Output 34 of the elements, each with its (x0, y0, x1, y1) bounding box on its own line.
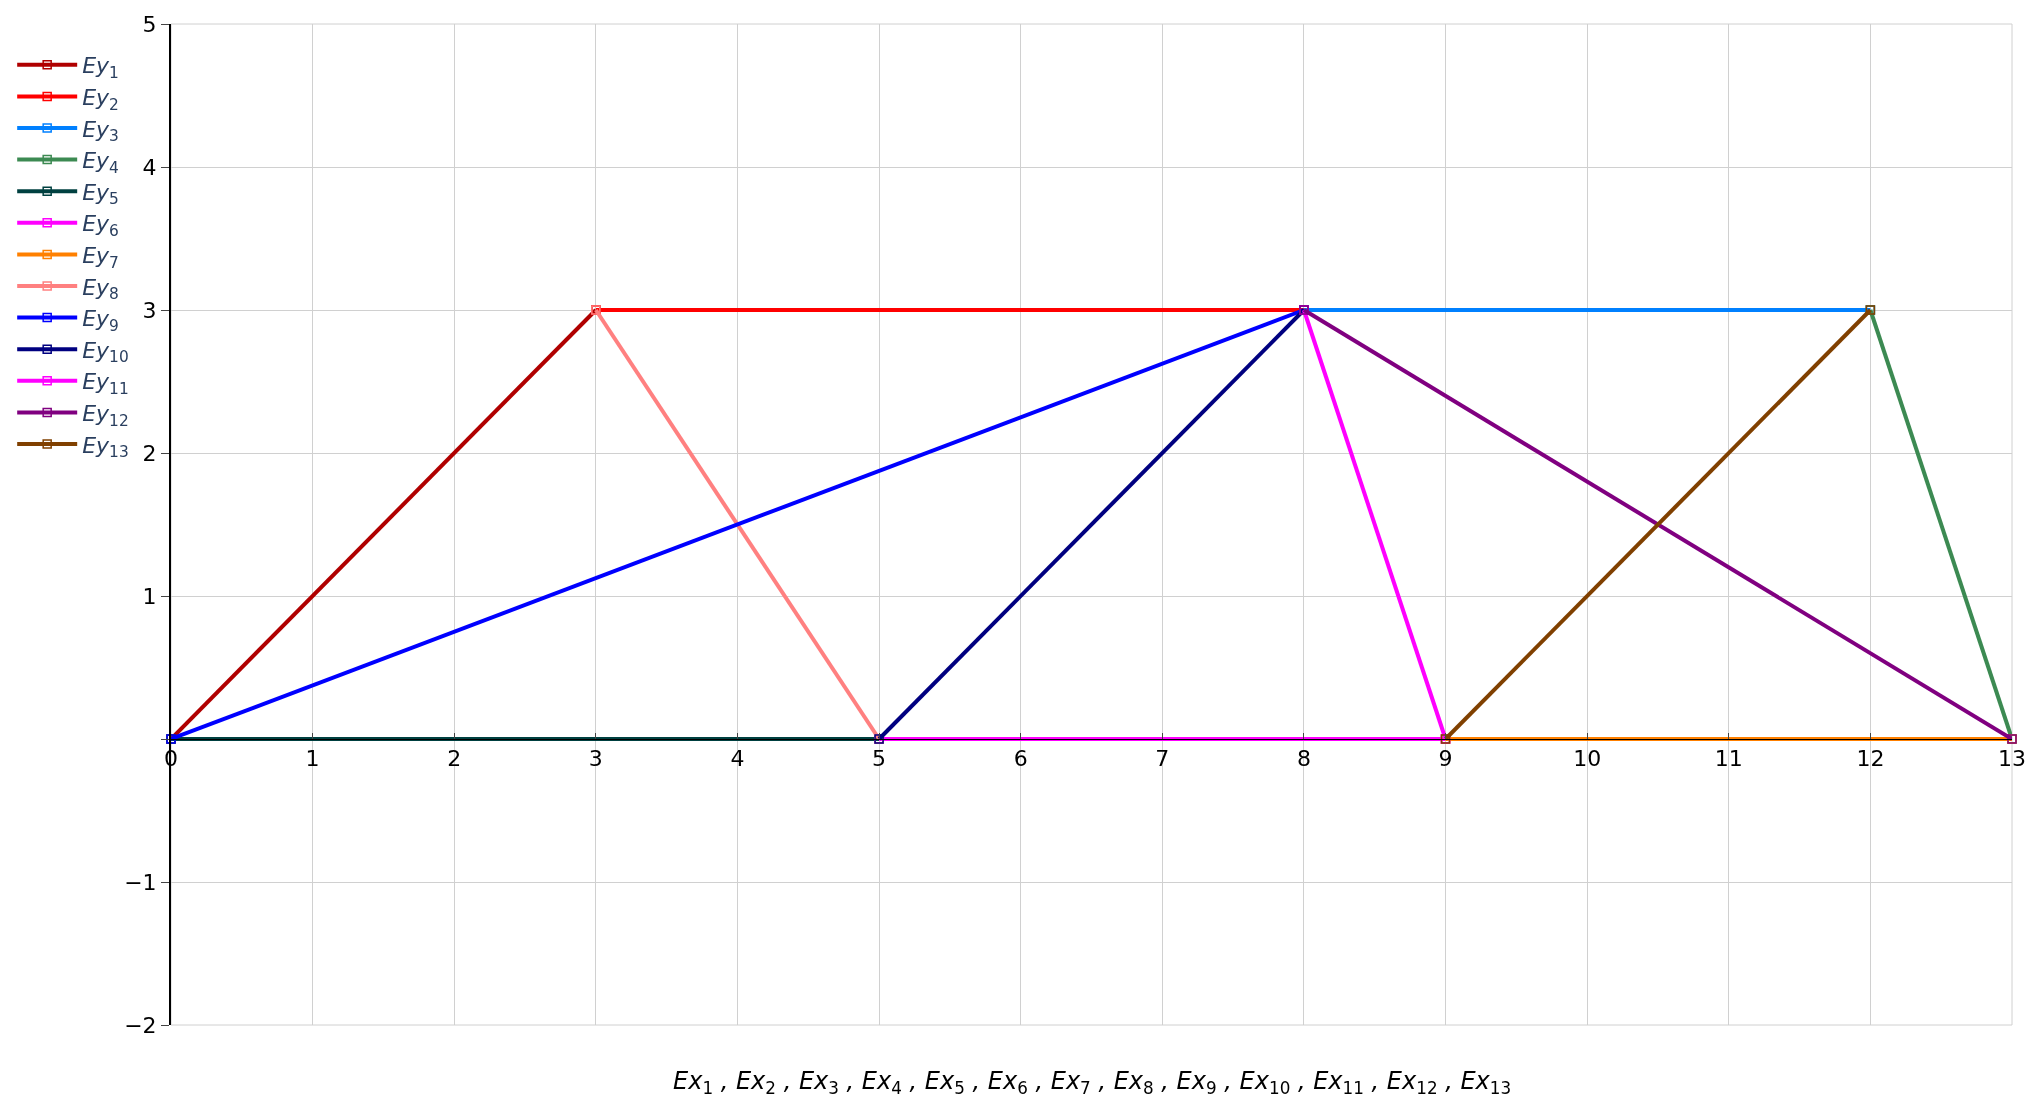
x-tick-label: 7 (1155, 746, 1170, 772)
legend-label: Ey$_{10}$ (82, 337, 129, 367)
x-tick-label: 4 (730, 746, 745, 772)
x-tick-label: 8 (1296, 746, 1311, 772)
legend-label: Ey$_{2}$ (82, 85, 119, 114)
legend-label: Ey$_{1}$ (82, 53, 119, 83)
x-tick-label: 13 (1998, 746, 2026, 772)
legend-label: Ey$_{9}$ (82, 306, 119, 335)
x-tick-label: 1 (305, 746, 320, 772)
legend-label: Ey$_{13}$ (82, 432, 129, 462)
y-tick-label: −1 (124, 869, 157, 895)
y-tick-label: 4 (142, 154, 157, 180)
legend-label: Ey$_{12}$ (82, 401, 129, 430)
legend-label: Ey$_{5}$ (82, 179, 119, 209)
x-tick-label: 12 (1856, 746, 1885, 772)
y-tick-label: 5 (142, 11, 157, 37)
legend-label: Ey$_{4}$ (82, 148, 119, 177)
y-tick-label: 2 (142, 440, 157, 466)
legend-label: Ey$_{6}$ (82, 211, 119, 241)
x-tick-label: 9 (1438, 746, 1453, 772)
legend-label: Ey$_{3}$ (82, 116, 119, 146)
y-tick-label: 3 (142, 297, 157, 323)
x-tick-label: 10 (1573, 746, 1602, 772)
x-tick-label: 6 (1013, 746, 1028, 772)
y-tick-label: −2 (124, 1012, 157, 1038)
legend-label: Ey$_{7}$ (82, 243, 119, 272)
y-tick-label: 1 (142, 583, 157, 609)
x-tick-label: 5 (872, 746, 887, 772)
legend-label: Ey$_{11}$ (82, 369, 129, 399)
x-tick-label: 11 (1714, 746, 1743, 772)
x-tick-label: 3 (588, 746, 603, 772)
legend-label: Ey$_{8}$ (82, 274, 119, 304)
text: Ex$_{1}$ , Ex$_{2}$ , Ex$_{3}$ , Ex$_{4}$ , Ex$_{5}$ , Ex$_{6}$ , Ex$_{7}$ , Ex$_{8}$ , Ex$_{9}$ , Ex$_{10}$ , Ex$_{11}$ , Ex$_{12}$ , Ex$_{13}$ (673, 1067, 1512, 1099)
x-tick-label: 2 (447, 746, 462, 772)
